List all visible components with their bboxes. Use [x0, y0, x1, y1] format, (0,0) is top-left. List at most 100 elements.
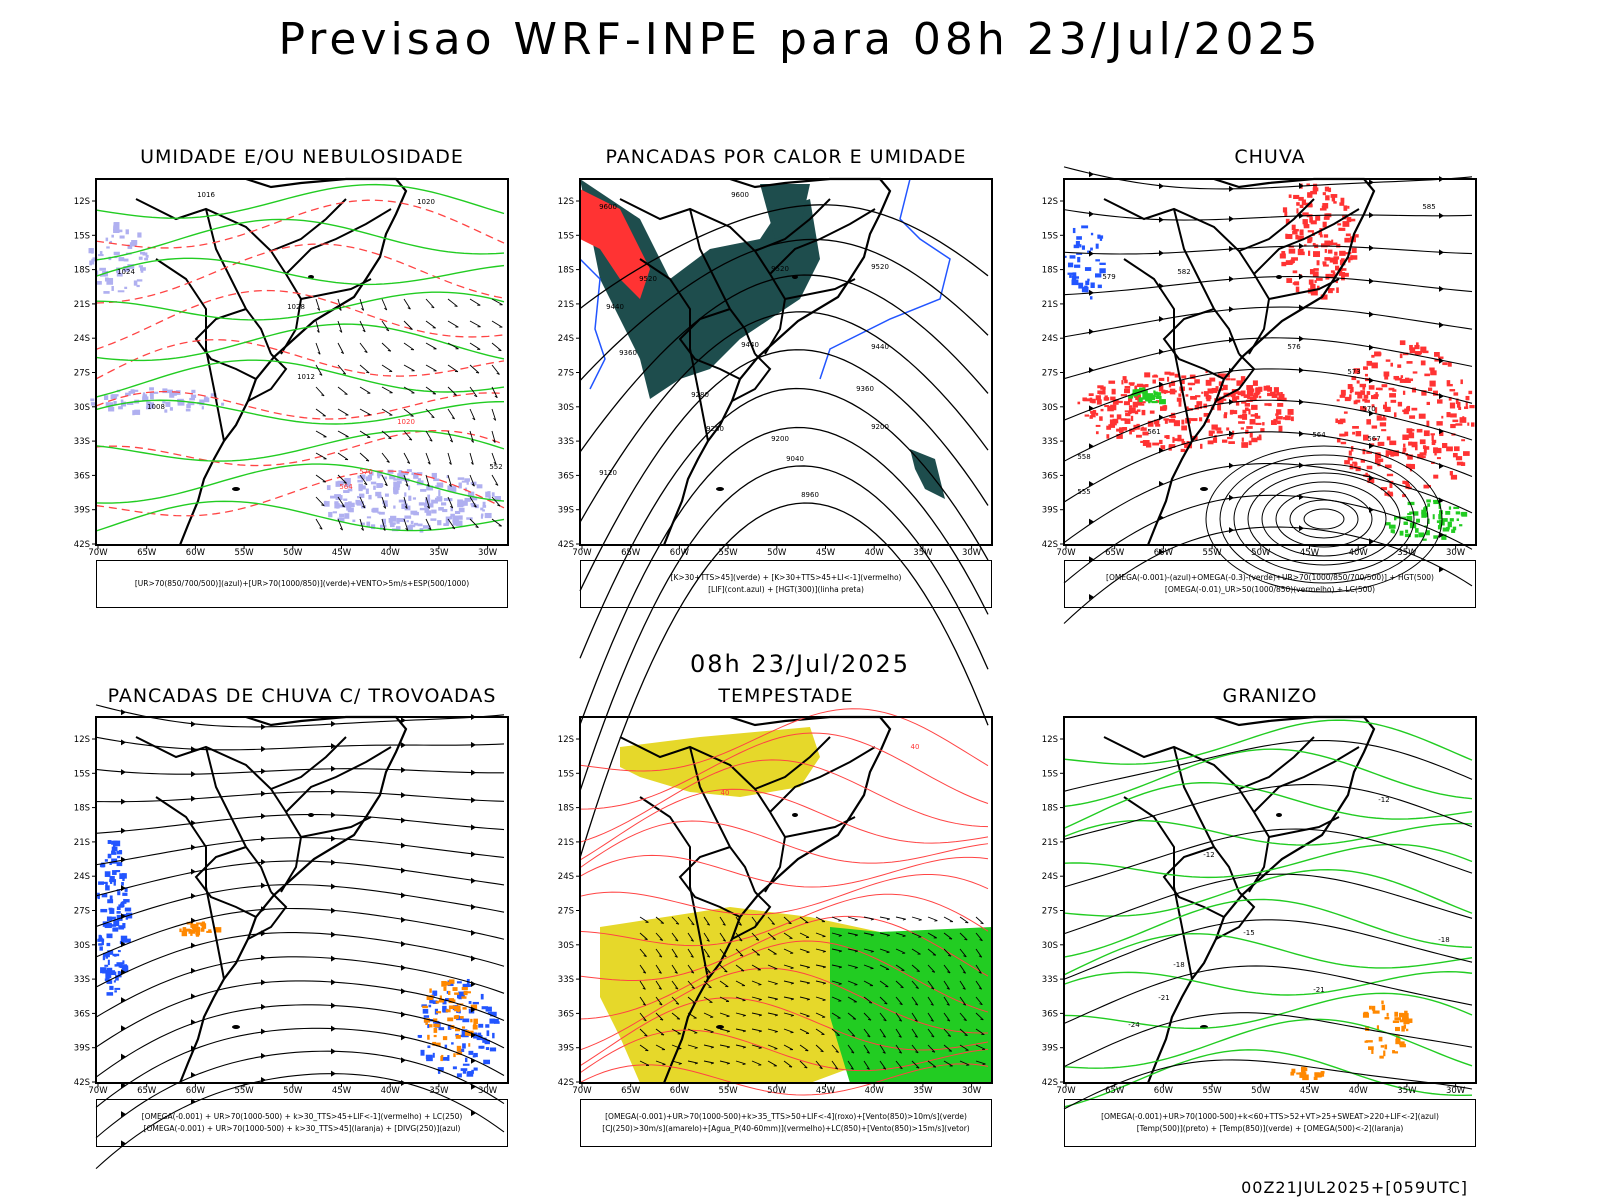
wind-vector	[447, 496, 454, 509]
wind-vector	[815, 1028, 825, 1035]
omega-green-area	[1449, 518, 1454, 522]
divergence-area	[451, 1042, 454, 1045]
rain-area	[1454, 446, 1460, 452]
humidity-area	[113, 225, 120, 232]
rain-area	[1354, 462, 1358, 466]
rain-area	[1088, 393, 1094, 396]
divergence-area	[122, 966, 129, 973]
rain-area	[1329, 273, 1336, 279]
wind-vector	[879, 996, 888, 1005]
lat-label: 21S	[558, 300, 574, 310]
streamline-arrow	[121, 1140, 126, 1147]
wind-vector	[852, 1018, 856, 1020]
humidity-area	[124, 286, 128, 290]
wind-vector	[403, 342, 415, 351]
wind-vector	[758, 1014, 762, 1017]
thunderstorm-area	[448, 1005, 455, 1010]
wind-vector	[469, 408, 476, 421]
rain-area	[1116, 400, 1123, 404]
divergence-area	[103, 952, 106, 957]
streamline-arrow	[261, 1076, 266, 1083]
divergence-area	[115, 975, 119, 981]
omega-orange-area	[1386, 1012, 1389, 1017]
rain-area	[1111, 388, 1116, 395]
omega-orange-area	[1371, 1048, 1374, 1054]
rain-area	[1431, 441, 1436, 446]
rain-area	[1400, 375, 1404, 379]
wind-vector	[975, 980, 983, 990]
thunderstorm-area	[200, 922, 206, 927]
streamline-arrow	[261, 979, 266, 986]
streamline-arrow	[121, 1025, 126, 1032]
wind-vector	[403, 320, 413, 330]
omega-orange-area	[1368, 1046, 1374, 1050]
omega-orange-area	[1365, 1026, 1370, 1031]
lon-label: 30W	[962, 548, 982, 558]
rain-area	[1136, 434, 1142, 438]
streamline-arrow	[261, 723, 266, 730]
wind-vector	[719, 948, 727, 958]
rain-area	[1258, 395, 1262, 399]
height-label: 558	[1077, 453, 1090, 461]
divergence-area	[472, 1001, 479, 1005]
divergence-area	[489, 1018, 495, 1024]
omega-orange-area	[1381, 1000, 1384, 1005]
wind-vector	[847, 932, 858, 936]
wind-vector	[675, 987, 679, 990]
omega-green-area	[1448, 506, 1452, 510]
legend-umidade: [UR>70(850/700/500)](azul)+[UR>70(1000/8…	[96, 560, 508, 608]
wind-vector	[838, 935, 842, 937]
wind-vector	[342, 372, 346, 375]
omega-blue-area	[1081, 286, 1089, 293]
streamline-arrow	[191, 1072, 196, 1079]
humidity-area	[368, 494, 372, 500]
thunderstorm-area	[453, 1053, 456, 1058]
streamline-arrow	[1089, 405, 1094, 412]
divergence-area	[98, 943, 103, 946]
rain-area	[1406, 428, 1413, 434]
lon-label: 30W	[478, 548, 498, 558]
omega-blue-area	[1099, 238, 1103, 241]
legend-line: [LIF](cont.azul) + [HGT(300)](linha pret…	[708, 585, 864, 594]
divergence-area	[109, 895, 113, 900]
map-umidade: 101610201024102810121008102057056455212S…	[74, 177, 509, 558]
thunderstorm-area	[422, 1005, 428, 1009]
rain-area	[1332, 272, 1336, 276]
legend-line: [OMEGA(-0.01)_UR>50(1000/850)(vermelho) …	[1164, 585, 1376, 594]
rain-area	[1355, 399, 1361, 403]
lat-label: 33S	[74, 975, 90, 985]
wind-vector	[381, 496, 387, 509]
rain-area	[1422, 445, 1427, 449]
omega-blue-area	[1076, 252, 1083, 255]
rain-area	[1393, 412, 1397, 418]
rain-area	[1406, 463, 1411, 469]
wind-vector	[851, 1051, 855, 1054]
streamline-arrow	[121, 1053, 126, 1060]
pressure-label: 1012	[297, 373, 315, 381]
rain-area	[1251, 437, 1258, 443]
wind-vector	[364, 483, 368, 486]
rain-area	[1207, 440, 1214, 445]
lat-label: 27S	[1042, 369, 1058, 379]
wind-vector	[425, 408, 435, 419]
wind-vector	[783, 1044, 794, 1051]
wind-vector	[690, 971, 695, 974]
wind-vector	[344, 393, 348, 395]
low-level-streamline	[579, 893, 989, 947]
streamline-arrow	[191, 795, 196, 802]
lat-label: 33S	[1042, 975, 1058, 985]
wind-vector	[822, 950, 826, 953]
rain-area	[1089, 415, 1093, 419]
wind-vector	[867, 1018, 872, 1021]
wind-vector	[671, 1012, 681, 1020]
rain-area	[1429, 367, 1435, 371]
omega-blue-area	[1073, 244, 1080, 249]
wind-vector	[799, 948, 810, 953]
humidity-area	[152, 391, 159, 394]
divergence-area	[115, 870, 121, 873]
low-level-streamline	[579, 788, 989, 861]
omega-green-area	[1416, 518, 1420, 523]
omega-orange-area	[1363, 1011, 1369, 1017]
wind-vector	[916, 1066, 920, 1069]
pressure-label: 1008	[147, 403, 165, 411]
